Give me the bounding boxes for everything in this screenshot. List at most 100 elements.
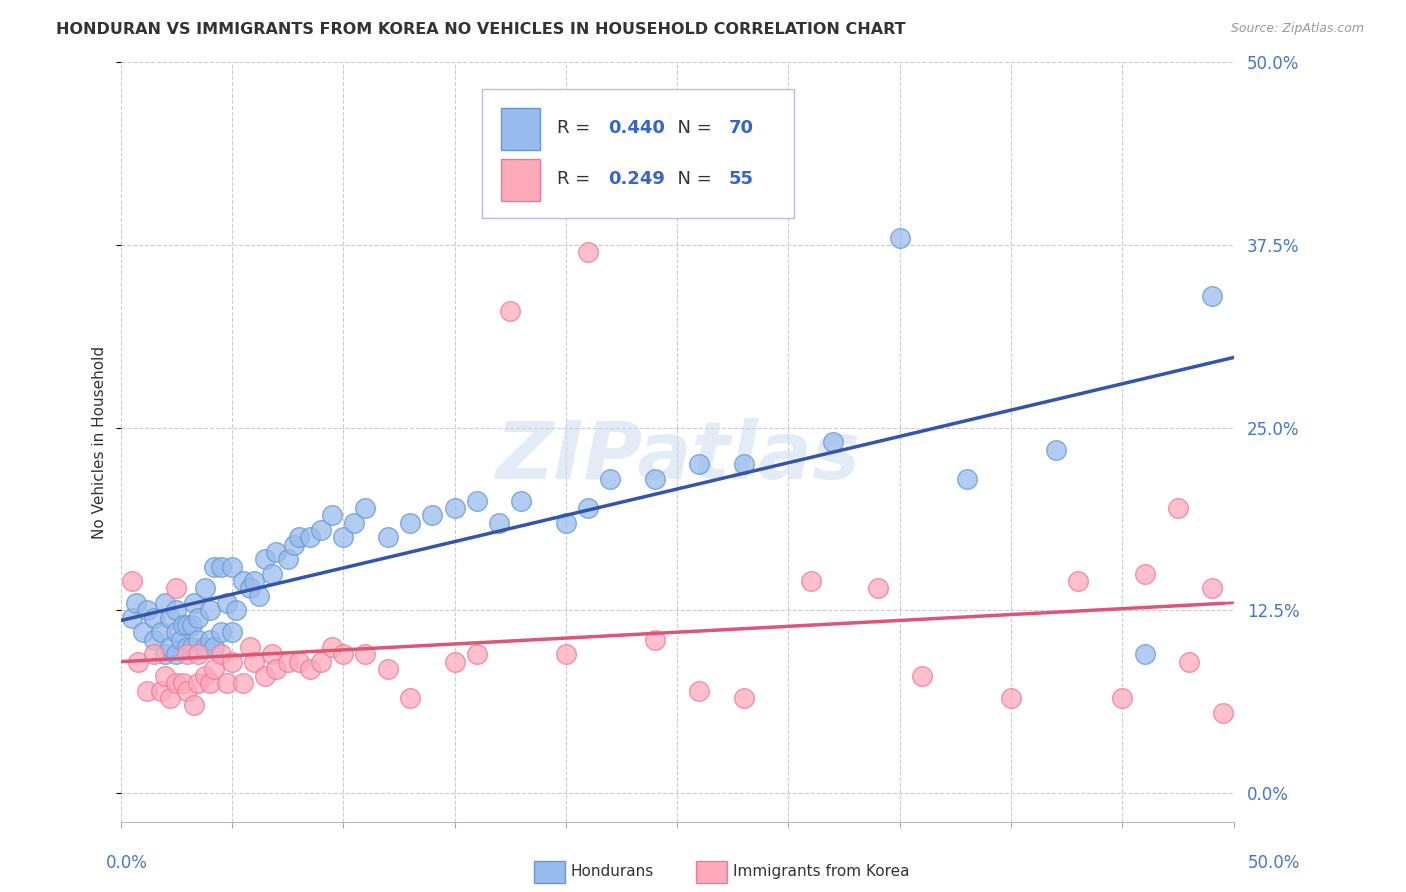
Point xyxy=(399,516,422,530)
Point xyxy=(149,625,172,640)
Point xyxy=(443,655,465,669)
Point xyxy=(202,640,225,654)
Point xyxy=(172,618,194,632)
Point xyxy=(499,303,522,318)
Point xyxy=(127,655,149,669)
Point xyxy=(187,632,209,647)
Point xyxy=(1045,442,1067,457)
Point xyxy=(1212,706,1234,720)
Point xyxy=(202,662,225,676)
Point xyxy=(1111,691,1133,706)
Point xyxy=(1133,566,1156,581)
Point xyxy=(1201,289,1223,303)
Point xyxy=(276,552,298,566)
Point xyxy=(254,669,277,683)
Point xyxy=(217,596,239,610)
Point xyxy=(688,457,710,471)
Point xyxy=(187,647,209,661)
Point xyxy=(283,538,305,552)
Point xyxy=(176,683,198,698)
Point xyxy=(266,545,288,559)
FancyBboxPatch shape xyxy=(482,88,794,218)
Point xyxy=(221,625,243,640)
Point xyxy=(183,596,205,610)
Point xyxy=(955,472,977,486)
Point xyxy=(180,618,202,632)
Point xyxy=(465,493,488,508)
Point xyxy=(136,683,159,698)
Point xyxy=(733,691,755,706)
Point xyxy=(576,245,599,260)
Point xyxy=(287,655,309,669)
Point xyxy=(159,640,181,654)
Point xyxy=(176,618,198,632)
Text: N =: N = xyxy=(666,119,717,136)
Point xyxy=(343,516,366,530)
Text: ZIPatlas: ZIPatlas xyxy=(495,418,859,497)
Point xyxy=(194,582,217,596)
Point xyxy=(209,559,232,574)
Point xyxy=(149,683,172,698)
Point xyxy=(443,501,465,516)
Point xyxy=(243,655,266,669)
Point xyxy=(121,574,143,589)
Point xyxy=(209,647,232,661)
Point xyxy=(183,698,205,713)
Point xyxy=(202,559,225,574)
Point xyxy=(889,230,911,244)
Point xyxy=(225,603,247,617)
Point xyxy=(142,632,165,647)
Point xyxy=(121,610,143,624)
Point xyxy=(576,501,599,516)
Point xyxy=(180,640,202,654)
Point xyxy=(800,574,823,589)
Point xyxy=(1067,574,1090,589)
Point xyxy=(125,596,148,610)
Point xyxy=(644,632,666,647)
Text: 0.440: 0.440 xyxy=(609,119,665,136)
Text: Source: ZipAtlas.com: Source: ZipAtlas.com xyxy=(1230,22,1364,36)
Text: R =: R = xyxy=(557,170,596,188)
Point xyxy=(688,683,710,698)
Point xyxy=(260,566,283,581)
Point xyxy=(399,691,422,706)
Point xyxy=(165,676,187,690)
Point xyxy=(321,508,343,523)
Text: Hondurans: Hondurans xyxy=(571,864,654,879)
Point xyxy=(1000,691,1022,706)
Point xyxy=(217,676,239,690)
Point xyxy=(221,655,243,669)
Point xyxy=(165,603,187,617)
Point xyxy=(644,472,666,486)
Point xyxy=(332,647,354,661)
Point xyxy=(232,574,254,589)
Point xyxy=(332,530,354,544)
Point xyxy=(321,640,343,654)
Point xyxy=(132,625,155,640)
Point xyxy=(169,632,191,647)
Text: 50.0%: 50.0% xyxy=(1249,855,1301,872)
Point xyxy=(821,435,844,450)
Point xyxy=(298,662,321,676)
Point xyxy=(1133,647,1156,661)
Point xyxy=(159,691,181,706)
Point xyxy=(198,603,221,617)
Point xyxy=(221,559,243,574)
Point xyxy=(176,647,198,661)
Point xyxy=(232,676,254,690)
Text: Immigrants from Korea: Immigrants from Korea xyxy=(733,864,910,879)
Point xyxy=(209,625,232,640)
Point xyxy=(911,669,934,683)
Point xyxy=(309,655,332,669)
Point xyxy=(276,655,298,669)
Point xyxy=(266,662,288,676)
Point xyxy=(194,640,217,654)
Point xyxy=(187,676,209,690)
Point xyxy=(298,530,321,544)
Text: 0.249: 0.249 xyxy=(609,170,665,188)
Point xyxy=(599,472,621,486)
Point xyxy=(260,647,283,661)
Point xyxy=(866,582,889,596)
Text: R =: R = xyxy=(557,119,596,136)
Point xyxy=(187,610,209,624)
